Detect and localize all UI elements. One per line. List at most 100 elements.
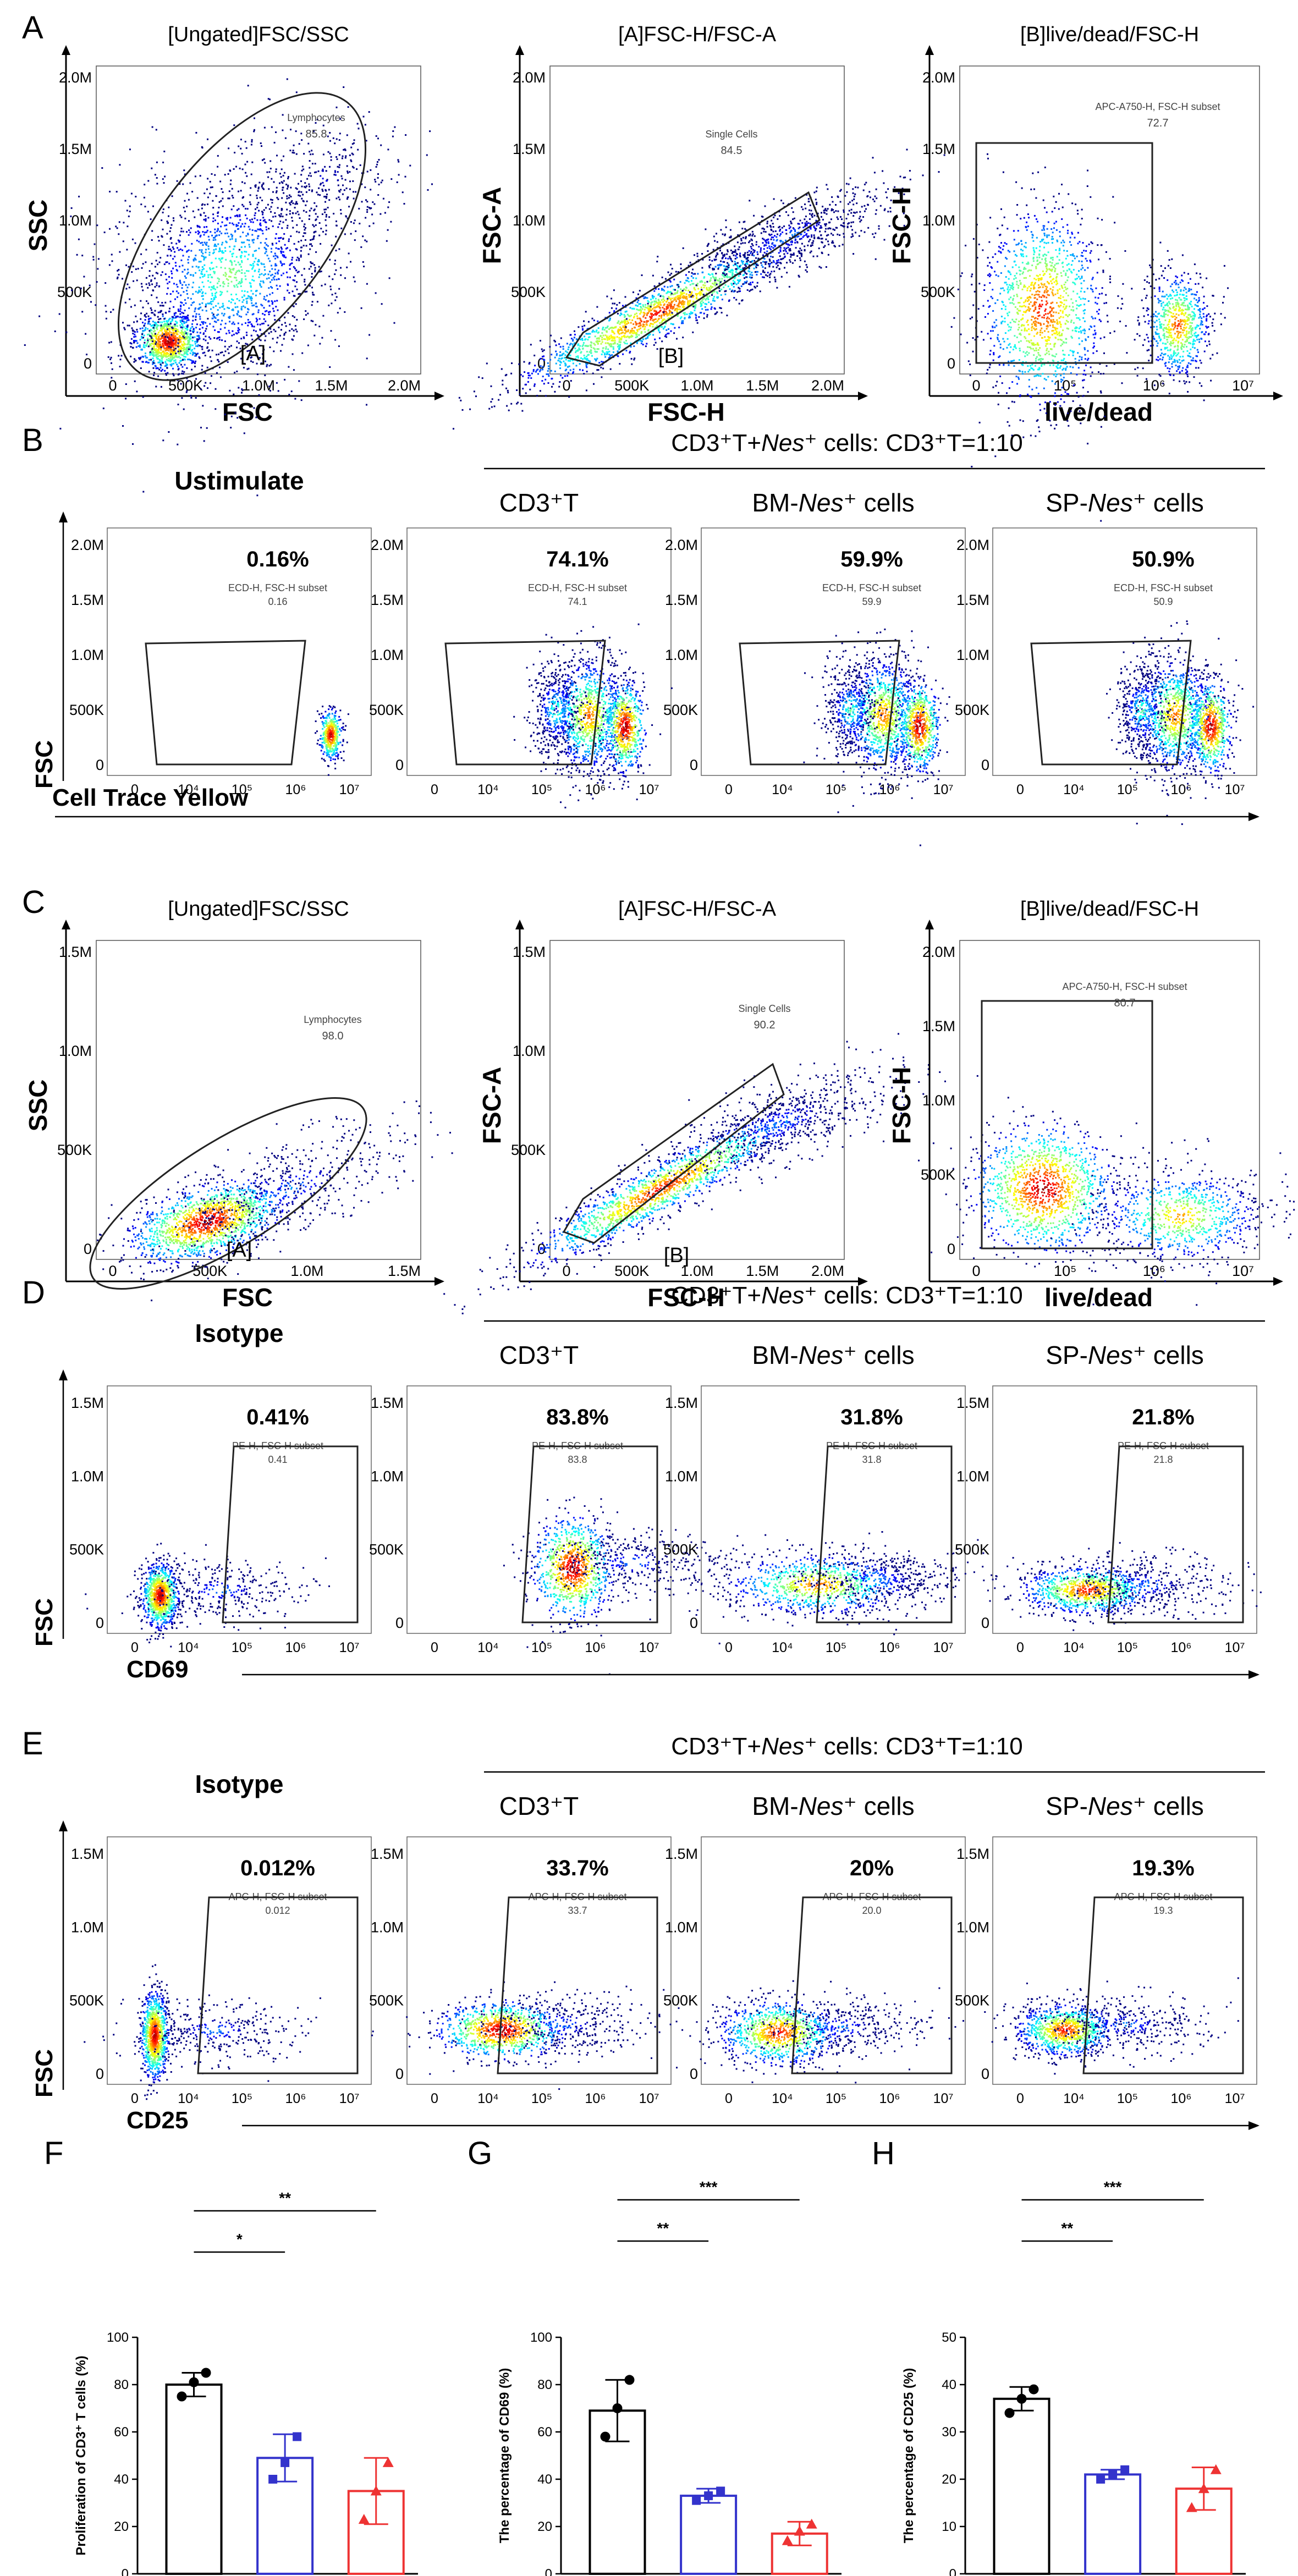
x-tick-label: 10⁷ [639,782,659,797]
x-tick-label: 10⁶ [585,1640,606,1655]
data-point [692,2496,701,2505]
x-axis-label: FSC [222,398,273,426]
significance-label: ** [1061,2220,1073,2237]
x-tick-label: 0 [108,377,117,394]
x-tick-label: 0 [725,782,733,797]
gate-tag: [A] [227,1239,252,1262]
y-tick-label: 1.5M [71,592,104,608]
condition-label: SP-Nes⁺ cells [1046,1341,1204,1369]
x-tick-label: 0 [972,377,980,394]
axis-arrow-icon [59,1820,68,1831]
y-tick-label: 500K [57,1142,92,1158]
y-tick-label: 0 [981,757,989,773]
plot-frame [96,940,421,1259]
x-tick-label: 10⁶ [285,2091,306,2106]
x-tick-label: 0 [972,1263,980,1279]
y-tick-label: 1.0M [371,1468,404,1484]
y-tick-label: 1.5M [71,1846,104,1862]
y-tick-label: 1.0M [59,1043,92,1059]
condition-label: BM-Nes⁺ cells [752,488,914,517]
x-tick-label: 0 [725,2091,733,2106]
gate-value: 0.41 [268,1454,287,1465]
gate-subset: ECD-H, FSC-H subset [228,582,327,593]
y-tick-label: 0 [96,757,104,773]
y-tick-label: 0 [395,757,404,773]
gate-ellipse [72,51,412,421]
x-tick-label: 10⁵ [1117,2091,1138,2106]
data-point [201,2368,211,2378]
gate-value: 31.8 [862,1454,881,1465]
y-tick-label: 80 [537,2377,552,2392]
y-tick-label: 1.5M [513,141,546,157]
data-point [280,2458,289,2467]
y-tick-label: 1.5M [513,944,546,960]
x-tick-label: 0 [725,1640,733,1655]
x-tick-label: 10⁴ [477,782,499,797]
x-tick-label: 10⁷ [1225,782,1245,797]
y-tick-label: 1.0M [922,212,955,229]
data-point [1029,2385,1039,2395]
y-tick-label: 1.5M [665,592,698,608]
x-tick-label: 10⁵ [826,782,846,797]
gate-value: 74.1 [568,596,587,607]
x-tick-label: 10⁶ [585,2091,606,2106]
y-tick-label: 1.5M [956,1395,989,1411]
panel-letter-B: B [22,422,43,458]
bar [1085,2474,1140,2574]
y-tick-label: 1.0M [513,1043,546,1059]
data-point [268,2475,277,2484]
gate-percent: 50.9% [1132,547,1194,571]
x-tick-label: 10⁶ [879,782,900,797]
x-tick-label: 0 [1016,2091,1024,2106]
x-tick-label: 10⁷ [639,2091,659,2106]
y-tick-label: 1.0M [513,212,546,229]
x-tick-label: 0 [431,782,438,797]
y-tick-label: 2.0M [922,69,955,86]
gate-percent: 33.7% [546,1856,608,1880]
x-tick-label: 10⁵ [531,782,552,797]
data-point [1017,2394,1027,2404]
x-tick-label: 10⁷ [933,782,954,797]
significance-label: ** [657,2220,669,2237]
x-tick-label: 2.0M [388,377,421,394]
gate-polygon [522,1446,657,1622]
y-tick-label: 2.0M [922,944,955,960]
data-point [177,2392,187,2402]
x-tick-label: 0 [131,2091,139,2106]
condition-label: SP-Nes⁺ cells [1046,1792,1204,1820]
y-tick-label: 500K [921,1166,955,1183]
y-tick-label: 1.0M [665,647,698,663]
y-axis-label: FSC [31,1598,58,1647]
axis-arrow-icon [515,920,524,929]
plot-title: [Ungated]FSC/SSC [168,23,349,46]
gate-value: 21.8 [1153,1454,1173,1465]
y-axis-label: FSC [31,2049,58,2098]
y-tick-label: 1.0M [665,1468,698,1484]
gate-value: 0.012 [265,1905,290,1916]
condition-label: Isotype [195,1770,283,1798]
gate-tag: [B] [664,1244,689,1267]
condition-label: CD3⁺T [499,488,579,517]
y-tick-label: 500K [955,1992,989,2009]
y-tick-label: 1.5M [371,1846,404,1862]
gate-name: Single Cells [738,1003,790,1014]
condition-label: CD3⁺T [499,1792,579,1820]
x-tick-label: 2.0M [811,377,844,394]
x-tick-label: 1.0M [680,377,713,394]
y-tick-label: 500K [369,1992,404,2009]
x-tick-label: 10⁴ [1063,2091,1085,2106]
y-tick-label: 2.0M [956,537,989,553]
y-tick-label: 50 [942,2330,956,2345]
bar [681,2496,736,2574]
y-tick-label: 500K [663,1542,698,1558]
y-axis-label: The percentage of CD25 (%) [901,2368,916,2544]
gate-rectangle [982,1001,1152,1248]
plot-title: [Ungated]FSC/SSC [168,898,349,921]
